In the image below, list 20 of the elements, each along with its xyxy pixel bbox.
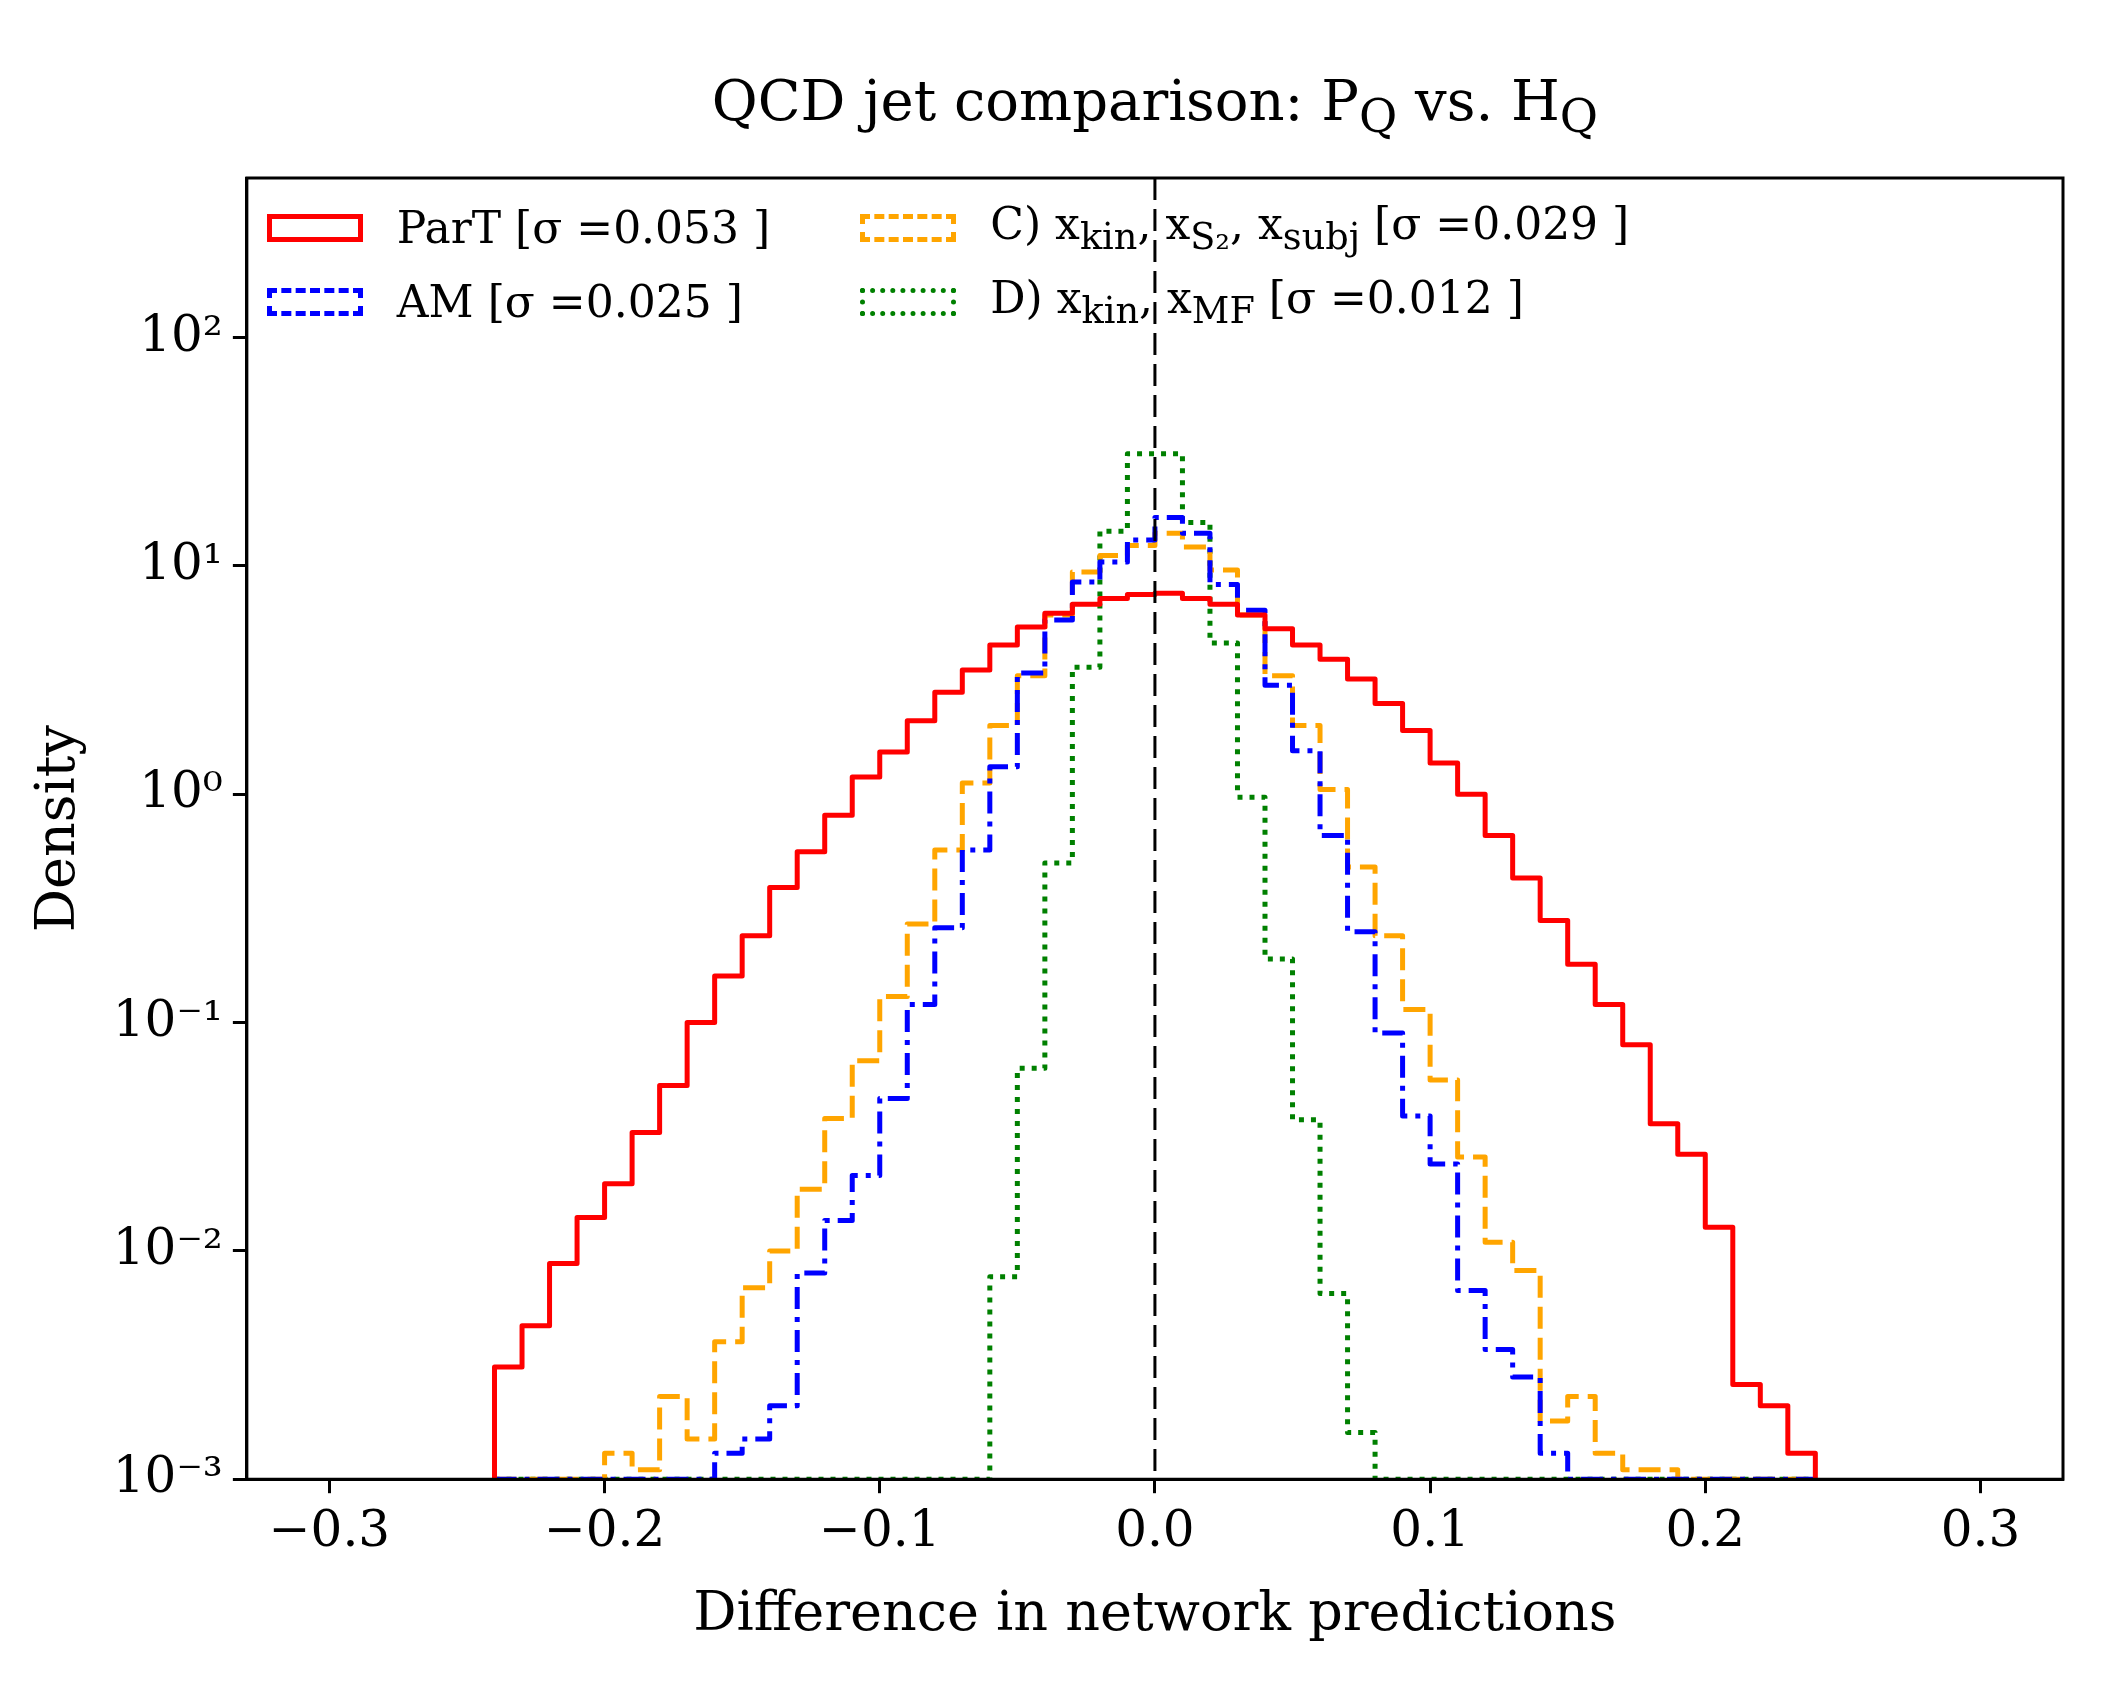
y-tick-label: 10⁻³ bbox=[112, 1446, 223, 1505]
y-tick-label: 10⁰ bbox=[139, 761, 223, 820]
x-tick-label: −0.2 bbox=[543, 1500, 666, 1559]
legend-label: C) x$_{kin}$, x$_{S₂}$, x$_{subj}$ [σ =0.029 ] bbox=[990, 198, 1630, 258]
legend-label: D) x$_{kin}$, x$_{MF}$ [σ =0.012 ] bbox=[990, 271, 1524, 332]
legend-label: AM [σ =0.025 ] bbox=[396, 276, 743, 328]
x-tick-label: 0.3 bbox=[1940, 1500, 2021, 1559]
y-tick-label: 10² bbox=[139, 304, 223, 363]
y-tick-label: 10¹ bbox=[139, 532, 223, 591]
x-tick-label: 0.0 bbox=[1115, 1500, 1195, 1559]
x-tick-label: −0.1 bbox=[819, 1500, 941, 1559]
legend-label: ParT [σ =0.053 ] bbox=[396, 202, 771, 254]
x-tick-label: −0.3 bbox=[268, 1500, 391, 1559]
chart-title: QCD jet comparison: P$_{Q}$ vs. H$_{Q}$ bbox=[710, 68, 1600, 144]
x-tick-label: 0.2 bbox=[1665, 1500, 1746, 1559]
y-tick-label: 10⁻¹ bbox=[112, 989, 223, 1048]
y-tick-label: 10⁻² bbox=[112, 1217, 223, 1276]
y-axis-title: Density bbox=[24, 724, 88, 933]
x-tick-label: 0.1 bbox=[1390, 1500, 1470, 1559]
x-axis-title: Difference in network predictions bbox=[693, 1579, 1617, 1643]
